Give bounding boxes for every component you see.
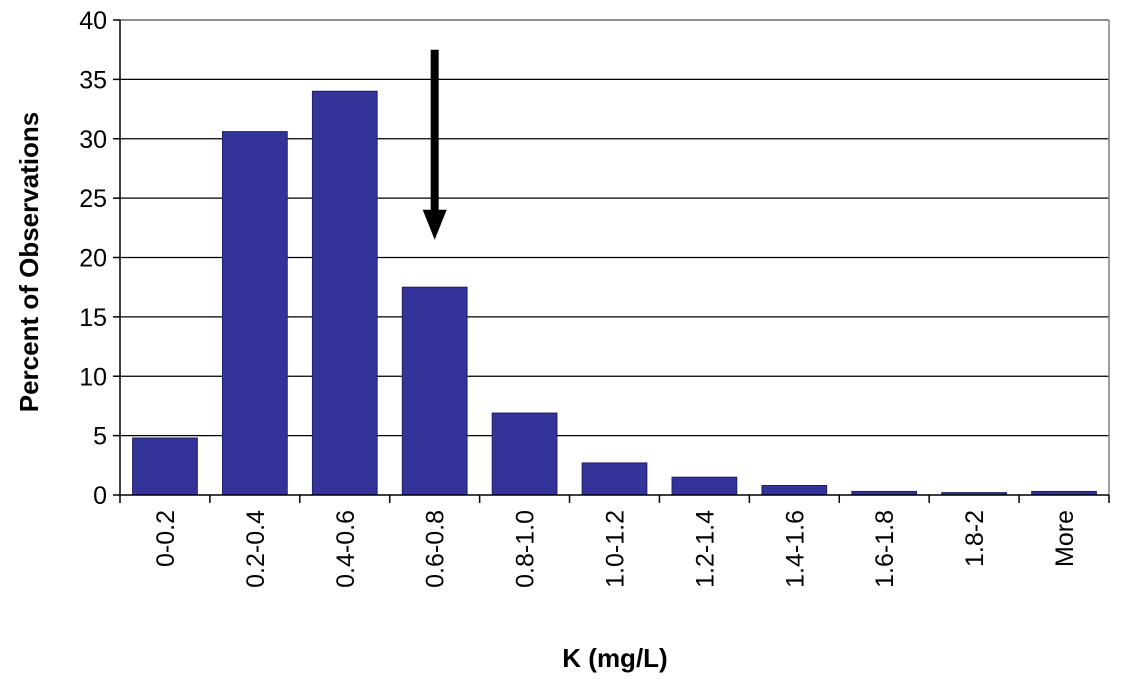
x-tick-label: More xyxy=(1051,510,1079,567)
bar xyxy=(221,131,288,496)
y-tick-labels: 0 5 10 15 20 25 30 35 40 xyxy=(79,7,107,510)
x-tick-label: 0.2-0.4 xyxy=(242,510,270,588)
bar xyxy=(311,90,378,496)
x-tick-label: 0-0.2 xyxy=(152,510,180,567)
annotations xyxy=(422,49,447,240)
y-tick-label: 30 xyxy=(79,126,107,154)
y-tick-label: 25 xyxy=(79,185,107,213)
x-tick-label: 0.6-0.8 xyxy=(422,510,450,588)
y-tick-label: 20 xyxy=(79,245,107,273)
x-tick-label: 1.4-1.6 xyxy=(781,510,809,588)
y-tick-label: 10 xyxy=(79,363,107,391)
x-tick-label: 1.0-1.2 xyxy=(602,510,630,588)
y-tick-label: 15 xyxy=(79,304,107,332)
x-tick-label: 1.8-2 xyxy=(961,510,989,567)
bar xyxy=(671,476,738,496)
bar xyxy=(132,437,198,496)
axes xyxy=(113,19,1110,503)
x-tick-label: 0.8-1.0 xyxy=(512,510,540,588)
bars xyxy=(132,90,1097,496)
x-axis-title: K (mg/L) xyxy=(562,643,667,673)
bar xyxy=(581,462,648,496)
y-tick-label: 0 xyxy=(93,482,107,510)
annotation-arrow-head xyxy=(422,209,447,240)
bar xyxy=(401,286,468,496)
x-tick-label: 1.6-1.8 xyxy=(871,510,899,588)
y-tick-label: 5 xyxy=(93,423,107,451)
x-tick-labels: 0-0.2 0.2-0.4 0.4-0.6 0.6-0.8 0.8-1.0 1.0-1.2… xyxy=(152,510,1079,588)
y-tick-label: 40 xyxy=(79,7,107,35)
x-tick-label: 1.2-1.4 xyxy=(691,510,719,588)
bar xyxy=(491,412,558,496)
y-tick-label: 35 xyxy=(79,66,107,94)
bar xyxy=(761,485,828,496)
x-tick-label: 0.4-0.6 xyxy=(332,510,360,588)
y-axis-title: Percent of Observations xyxy=(14,112,44,413)
